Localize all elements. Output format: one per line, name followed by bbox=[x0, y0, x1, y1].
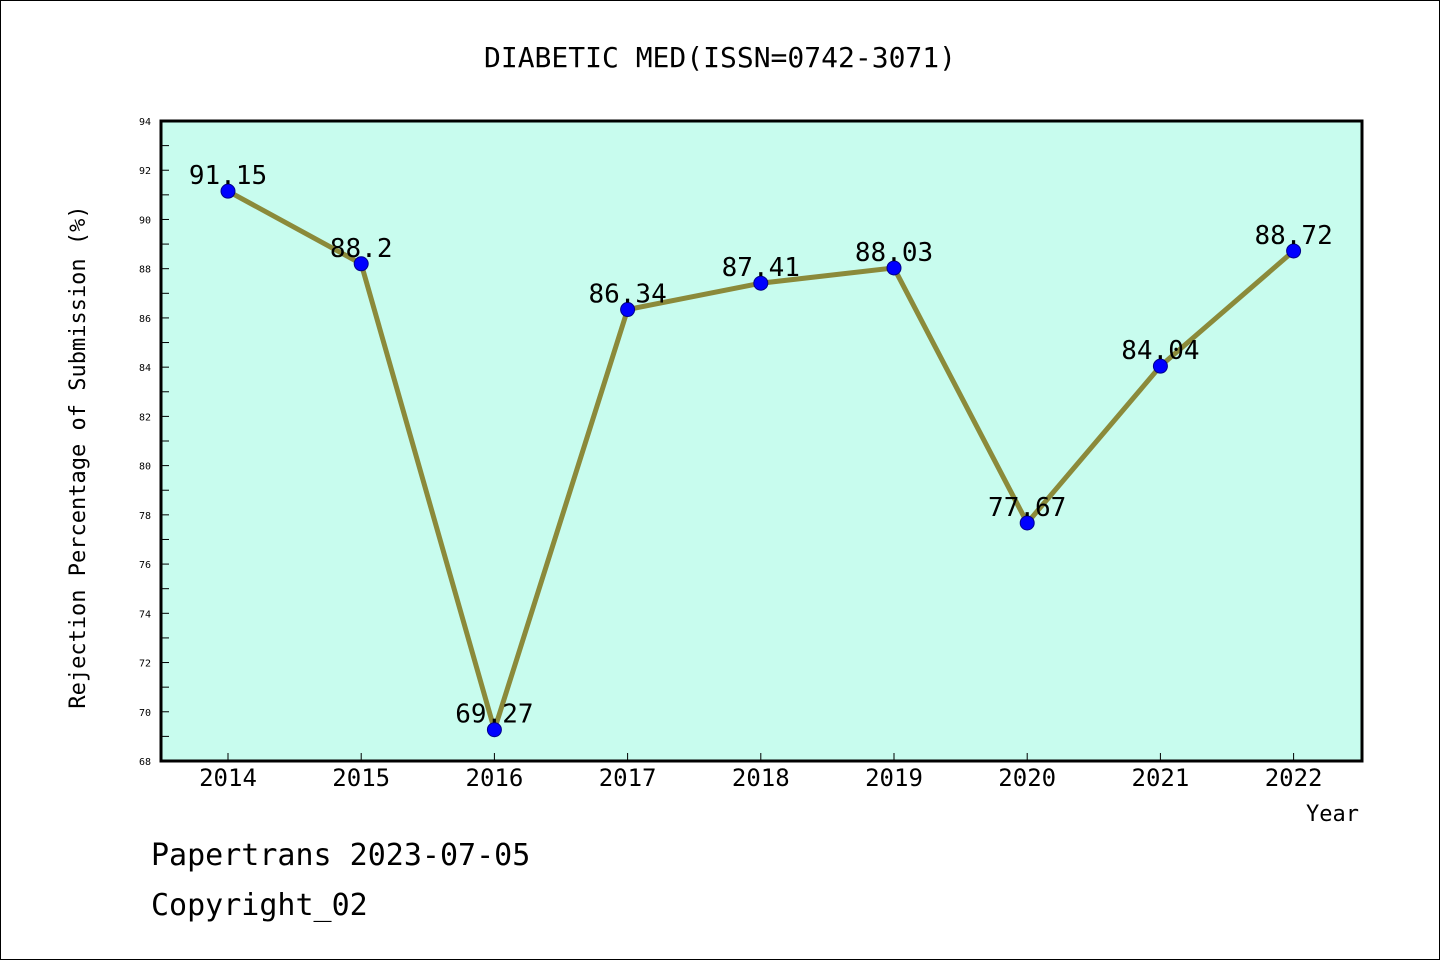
chart-title: DIABETIC MED(ISSN=0742-3071) bbox=[484, 41, 956, 74]
data-point bbox=[1286, 243, 1302, 259]
y-tick-label: 86 bbox=[139, 314, 151, 325]
x-tick-label: 2015 bbox=[332, 764, 390, 792]
y-tick-label: 70 bbox=[139, 708, 151, 719]
x-tick-label: 2018 bbox=[732, 764, 790, 792]
data-label: 77.67 bbox=[988, 493, 1066, 523]
data-point bbox=[486, 722, 502, 738]
data-label: 86.34 bbox=[588, 280, 666, 310]
x-tick-label: 2019 bbox=[865, 764, 923, 792]
data-label: 69.27 bbox=[455, 700, 533, 730]
data-label: 88.03 bbox=[855, 238, 933, 268]
y-tick-label: 78 bbox=[139, 511, 151, 522]
y-tick-label: 88 bbox=[139, 265, 151, 276]
data-point bbox=[1152, 358, 1168, 374]
y-tick-label: 74 bbox=[139, 609, 151, 620]
data-point bbox=[353, 256, 369, 272]
data-label: 84.04 bbox=[1121, 336, 1199, 366]
x-tick-label: 2022 bbox=[1265, 764, 1323, 792]
data-markers bbox=[220, 183, 1302, 738]
footer-copyright: Copyright_02 bbox=[151, 888, 368, 923]
y-axis: 68 70 72 74 76 78 80 82 84 86 88 90 92 94 bbox=[139, 117, 169, 768]
y-tick-label: 84 bbox=[139, 363, 151, 374]
data-label: 91.15 bbox=[189, 161, 267, 191]
data-label: 87.41 bbox=[722, 253, 800, 283]
y-tick-label: 82 bbox=[139, 412, 151, 423]
x-axis-label: Year bbox=[1306, 802, 1359, 827]
y-tick-label: 76 bbox=[139, 560, 151, 571]
data-labels: 91.15 88.2 69.27 86.34 87.41 88.03 77.67 84.04 8… bbox=[189, 161, 1333, 730]
y-tick-label: 92 bbox=[139, 166, 151, 177]
plot-area bbox=[159, 119, 1364, 763]
data-point bbox=[1019, 515, 1035, 531]
y-tick-label: 80 bbox=[139, 462, 151, 473]
data-label: 88.72 bbox=[1254, 221, 1332, 251]
y-tick-label: 68 bbox=[139, 757, 151, 768]
data-point bbox=[753, 275, 769, 291]
y-tick-label: 94 bbox=[139, 117, 151, 128]
y-axis-label: Rejection Percentage of Submission (%) bbox=[66, 205, 91, 708]
x-tick-label: 2020 bbox=[998, 764, 1056, 792]
x-axis: 2014 2015 2016 2017 2018 2019 2020 2021 2022 bbox=[199, 753, 1322, 792]
data-point bbox=[220, 183, 236, 199]
x-tick-label: 2016 bbox=[466, 764, 524, 792]
data-point bbox=[620, 302, 636, 318]
x-tick-label: 2021 bbox=[1132, 764, 1190, 792]
data-label: 88.2 bbox=[330, 234, 393, 264]
y-tick-label: 72 bbox=[139, 659, 151, 670]
footer-source: Papertrans 2023-07-05 bbox=[151, 838, 530, 873]
x-tick-label: 2017 bbox=[599, 764, 657, 792]
x-tick-label: 2014 bbox=[199, 764, 257, 792]
data-point bbox=[886, 260, 902, 276]
y-tick-label: 90 bbox=[139, 215, 151, 226]
